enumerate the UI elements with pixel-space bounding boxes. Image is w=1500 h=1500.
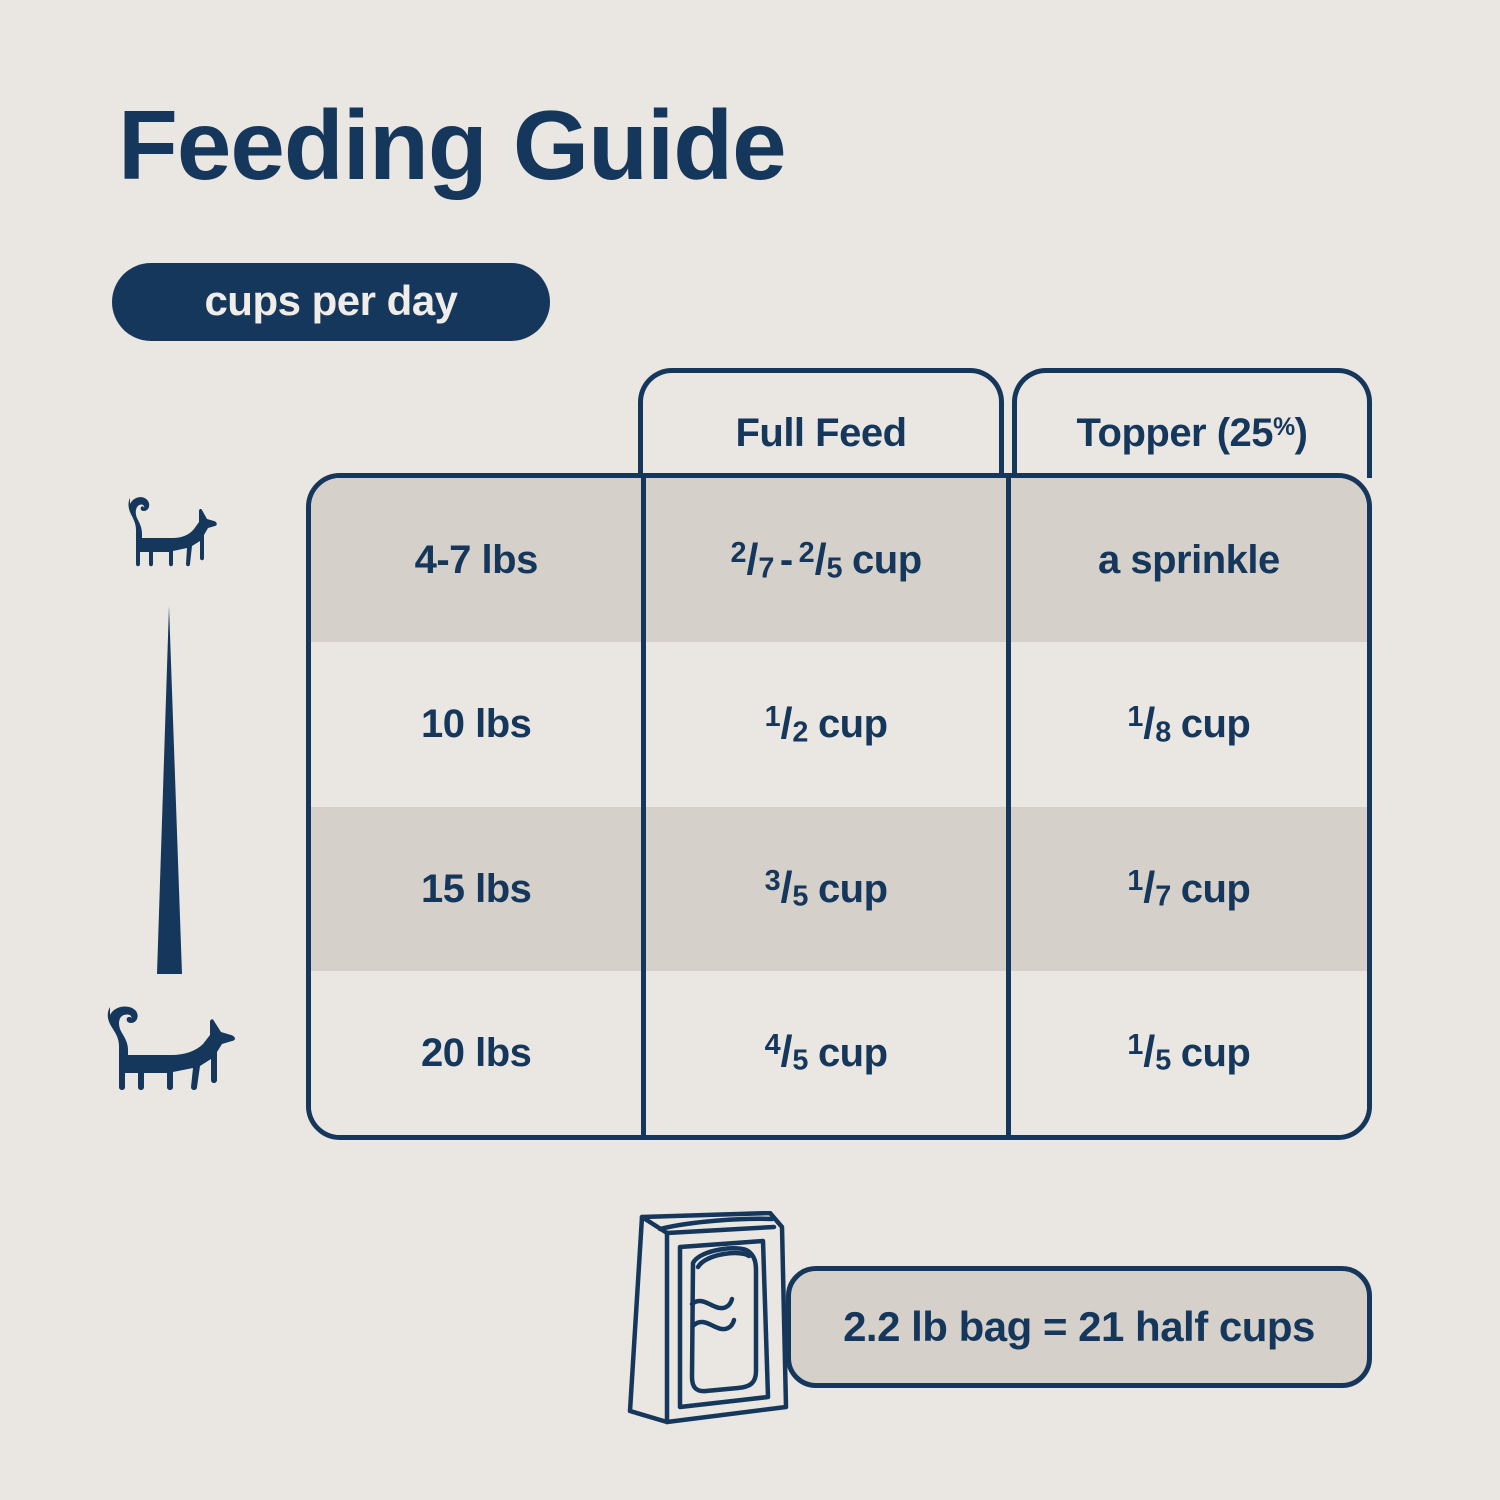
cell-full-feed: 3/5 cup <box>641 806 1005 971</box>
fraction-value: 4/5 <box>764 1028 809 1077</box>
food-bag-icon <box>622 1211 812 1425</box>
page-title: Feeding Guide <box>118 90 787 200</box>
fraction-value: 1/2 <box>764 699 809 749</box>
cell-topper: a sprinkle <box>1005 478 1367 643</box>
table-row: 4-7 lbs 2/7 - 2/5 cup a sprinkle <box>311 478 1367 643</box>
cell-topper: 1/7 cup <box>1005 806 1367 971</box>
bag-yield-label: 2.2 lb bag = 21 half cups <box>843 1303 1315 1350</box>
unit-label: cup <box>817 866 888 911</box>
feeding-table: Full Feed Topper (25%) 4-7 lbs 2/7 - 2/5… <box>306 368 1372 1140</box>
range-separator: - <box>779 538 793 583</box>
fraction-value: 2/7 <box>730 535 774 584</box>
cell-weight: 4-7 lbs <box>414 538 539 583</box>
cell-full-feed: 4/5 cup <box>641 970 1005 1135</box>
unit-label: cup <box>817 702 888 747</box>
cell-topper: 1/5 cup <box>1005 970 1367 1135</box>
column-header-topper: Topper (25%) <box>1012 368 1372 478</box>
column-header-full-feed: Full Feed <box>638 368 1004 478</box>
size-wedge-icon <box>148 606 192 974</box>
fraction-value: 1/8 <box>1127 699 1171 749</box>
fraction-value: 3/5 <box>764 864 809 913</box>
column-header-topper-label: Topper (25%) <box>1076 410 1308 455</box>
cat-walking-small-icon <box>112 487 234 591</box>
unit-label: cup <box>817 1030 888 1075</box>
cat-walking-large-icon <box>84 995 262 1119</box>
feeding-table-header: Full Feed Topper (25%) <box>306 368 1372 478</box>
cups-per-day-badge: cups per day <box>112 263 550 341</box>
table-row: 10 lbs 1/2 cup 1/8 cup <box>311 642 1367 807</box>
unit-label: cup <box>1180 702 1251 747</box>
cell-weight: 10 lbs <box>421 702 532 747</box>
unit-label: cup <box>1180 866 1251 911</box>
cell-weight: 15 lbs <box>421 866 532 911</box>
fraction-value: 2/5 <box>798 535 843 584</box>
table-row: 15 lbs 3/5 cup 1/7 cup <box>311 806 1367 971</box>
cell-weight: 20 lbs <box>421 1030 532 1075</box>
fraction-value: 1/7 <box>1127 864 1171 913</box>
table-row: 20 lbs 4/5 cup 1/5 cup <box>311 970 1367 1135</box>
unit-label: cup <box>852 538 922 583</box>
cell-topper: 1/8 cup <box>1005 642 1367 807</box>
cups-per-day-badge-label: cups per day <box>204 276 458 324</box>
fraction-value: 1/5 <box>1127 1028 1171 1077</box>
feeding-table-body: 4-7 lbs 2/7 - 2/5 cup a sprinkle 10 lbs … <box>306 473 1372 1140</box>
cell-full-feed: 2/7 - 2/5 cup <box>641 478 1005 643</box>
unit-label: cup <box>1180 1030 1251 1075</box>
bag-yield-banner: 2.2 lb bag = 21 half cups <box>786 1266 1372 1388</box>
cell-full-feed: 1/2 cup <box>641 642 1005 807</box>
column-header-full-feed-label: Full Feed <box>735 410 907 455</box>
